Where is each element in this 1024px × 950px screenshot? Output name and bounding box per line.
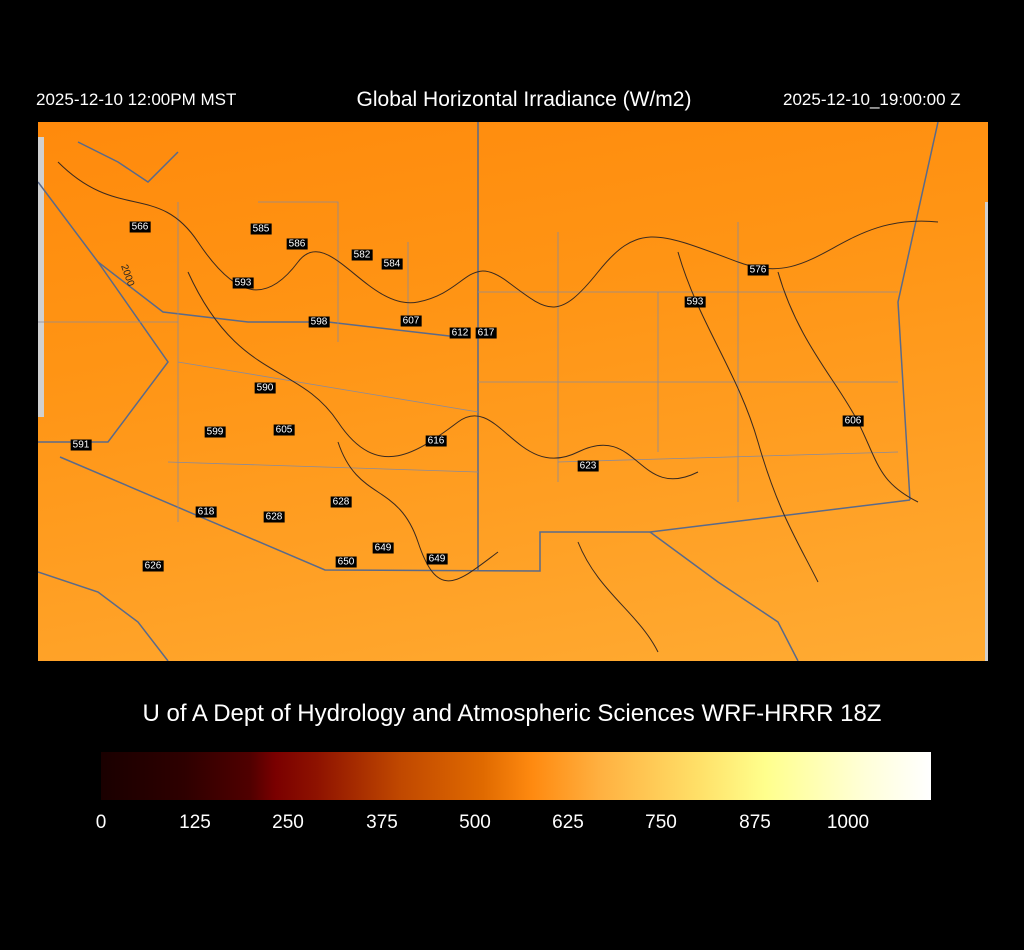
colorbar-tick: 125 [179,812,211,833]
station-value: 626 [142,560,164,572]
elevation-contour [57,161,939,308]
boundaries-layer [38,122,939,661]
station-value: 585 [250,223,272,235]
irradiance-map: 2000 566 585 586 582 584 593 598 607 612… [38,122,988,661]
colorbar-tick: 250 [272,812,304,833]
river [38,261,169,443]
station-value: 606 [842,415,864,427]
colorbar-tick: 0 [95,812,107,833]
station-value: 599 [204,426,226,438]
elevation-contour [577,541,659,653]
river [38,571,169,661]
river [649,531,799,661]
utc-time: 2025-12-10_19:00:00 Z [783,90,961,109]
map-edge [38,137,44,417]
colorbar-tick: 500 [459,812,491,833]
station-value: 590 [254,382,276,394]
elevation-contour [677,251,819,583]
elevation-contour [337,441,499,582]
station-value: 598 [308,316,330,328]
colorbar-tick: 375 [366,812,398,833]
county-border [38,201,899,522]
station-value: 649 [372,542,394,554]
map-edge [985,202,988,661]
river [38,181,459,338]
station-value: 616 [425,435,447,447]
station-value: 607 [400,315,422,327]
station-value: 628 [330,496,352,508]
station-value: 605 [273,424,295,436]
station-value: 586 [286,238,308,250]
station-value: 591 [70,439,92,451]
station-value: 593 [684,296,706,308]
station-value: 584 [381,258,403,270]
station-value: 649 [426,553,448,565]
station-value: 576 [747,264,769,276]
station-value: 623 [577,460,599,472]
elevation-contour [777,271,919,503]
mexico-border [59,456,911,572]
map-title: Global Horizontal Irradiance (W/m2) [356,88,692,111]
station-value: 617 [475,327,497,339]
colorbar-tick: 750 [645,812,677,833]
state-border [897,122,939,501]
station-value: 566 [129,221,151,233]
colorbar-tick: 1000 [826,812,870,833]
colorbar [101,752,931,800]
colorbar-tick: 875 [739,812,771,833]
station-value: 628 [263,511,285,523]
river [77,141,179,183]
station-value: 618 [195,506,217,518]
elevation-contour [187,271,699,480]
local-time: 2025-12-10 12:00PM MST [36,90,237,109]
station-value: 650 [335,556,357,568]
station-value: 612 [449,327,471,339]
station-value: 582 [351,249,373,261]
credit-text: U of A Dept of Hydrology and Atmospheric… [142,700,882,727]
station-value: 593 [232,277,254,289]
colorbar-tick: 625 [552,812,584,833]
